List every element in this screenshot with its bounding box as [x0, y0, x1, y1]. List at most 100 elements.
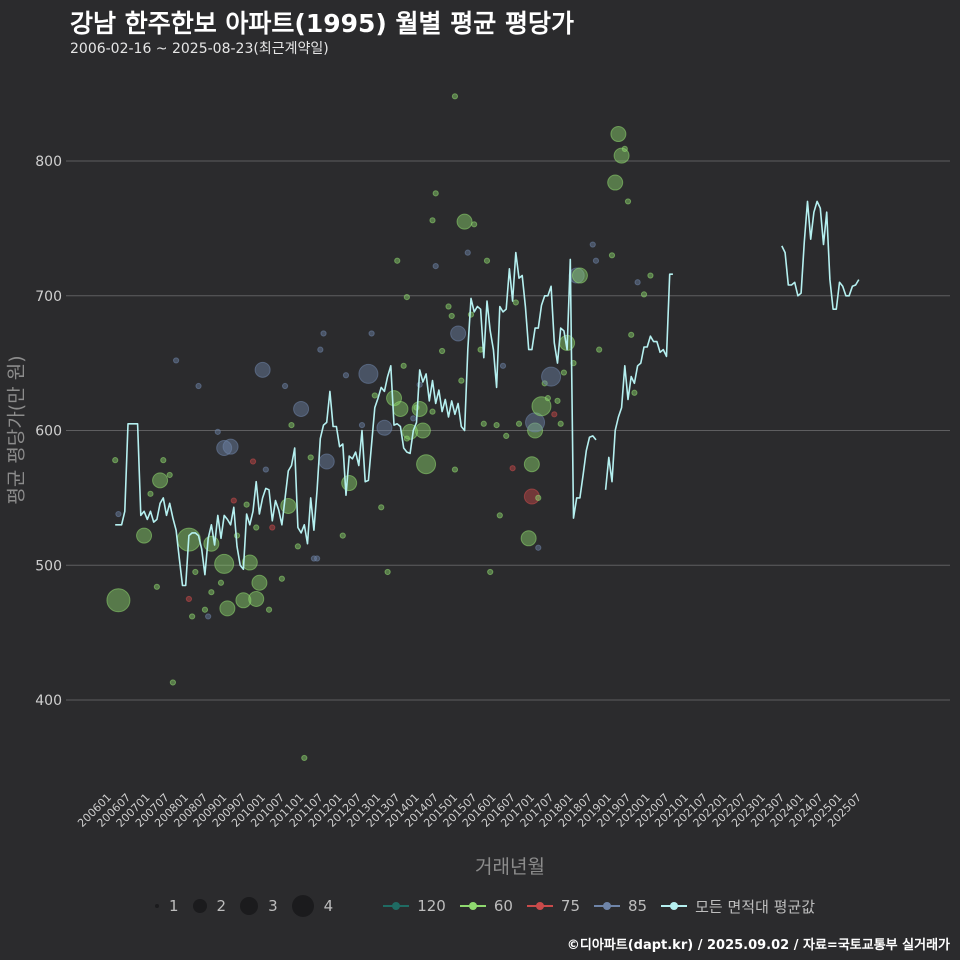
legend-color-label: 120	[417, 897, 446, 915]
data-bubble	[596, 346, 603, 353]
bubble-layer	[106, 93, 654, 762]
data-bubble	[394, 257, 401, 264]
y-tick-labels: 400 500 600 700 800	[35, 154, 62, 709]
data-bubble	[318, 453, 335, 470]
data-bubble	[554, 397, 561, 404]
data-bubble	[493, 422, 500, 429]
data-bubble	[403, 293, 410, 301]
legend-size-label: 3	[268, 897, 278, 915]
data-bubble	[147, 490, 154, 497]
y-tick-label: 700	[35, 289, 62, 305]
data-bubble	[621, 145, 628, 152]
data-bubble	[195, 382, 202, 390]
y-tick-label: 600	[35, 424, 62, 440]
size-2-dot-icon	[192, 899, 207, 913]
data-bubble	[368, 330, 375, 337]
legend-size-label: 2	[216, 897, 227, 915]
data-bubble	[358, 422, 366, 429]
legend-area-75: 75	[526, 897, 580, 915]
data-bubble	[464, 249, 471, 256]
legend-size-1: 1	[155, 897, 179, 915]
data-bubble	[294, 543, 301, 550]
y-tick-label: 800	[35, 154, 62, 170]
data-bubble	[278, 575, 285, 582]
data-bubble	[535, 494, 542, 501]
data-bubble	[248, 590, 265, 607]
data-bubble	[411, 400, 428, 417]
data-bubble	[634, 279, 641, 286]
data-bubble	[288, 422, 295, 429]
legend-color-label: 모든 면적대 평균값	[695, 897, 816, 916]
legend-size-label: 4	[323, 897, 334, 915]
data-bubble	[293, 400, 310, 417]
legend-average: 모든 면적대 평균값	[661, 896, 815, 917]
data-bubble	[243, 501, 250, 508]
data-bubble	[317, 346, 324, 353]
color-key-60-icon	[459, 899, 486, 913]
y-tick-label: 400	[35, 693, 62, 709]
legend-area-60: 60	[459, 897, 513, 915]
data-bubble	[201, 606, 209, 613]
data-bubble	[216, 440, 233, 457]
data-bubble	[269, 524, 276, 531]
legend: 1 2 3 4 120 60 75 85 모든 면적대 평균값	[155, 893, 829, 919]
data-bubble	[169, 679, 176, 686]
data-bubble	[551, 411, 558, 418]
data-bubble	[628, 331, 635, 338]
size-1-dot-icon	[155, 904, 159, 908]
data-bubble	[450, 325, 467, 342]
data-bubble	[541, 366, 562, 387]
data-bubble	[301, 754, 308, 762]
data-bubble	[384, 568, 391, 576]
data-bubble	[249, 458, 257, 465]
average-line	[604, 273, 673, 490]
legend-color-label: 60	[493, 897, 513, 915]
data-bubble	[512, 299, 519, 306]
chart-title: 강남 한주한보 아파트(1995) 월별 평균 평당가	[70, 9, 574, 38]
data-bubble	[230, 497, 237, 504]
source-credit: ©디아파트(dapt.kr) / 2025.09.02 / 자료=국토교통부 실…	[566, 938, 950, 953]
data-bubble	[445, 303, 452, 310]
data-bubble	[152, 472, 169, 489]
grid-lines	[66, 160, 950, 701]
data-bubble	[451, 93, 459, 100]
data-bubble	[112, 457, 119, 464]
data-bubble	[589, 241, 596, 248]
data-bubble	[515, 420, 523, 427]
data-bubble	[458, 377, 465, 384]
data-bubble	[342, 372, 350, 379]
data-bubble	[192, 568, 199, 576]
data-bubble	[281, 382, 289, 390]
data-bubble	[448, 312, 455, 320]
data-bubble	[487, 568, 494, 576]
data-bubble	[166, 471, 173, 479]
data-bubble	[205, 613, 212, 620]
data-bubble	[160, 457, 167, 464]
data-bubble	[592, 257, 600, 264]
data-bubble	[608, 252, 616, 259]
data-bubble	[307, 454, 314, 461]
data-bubble	[432, 190, 439, 197]
data-bubble	[557, 420, 564, 427]
data-bubble	[136, 527, 153, 544]
data-bubble	[456, 213, 473, 230]
data-bubble	[371, 392, 378, 399]
data-bubble	[429, 408, 436, 415]
data-bubble	[376, 419, 393, 436]
data-bubble	[400, 362, 407, 369]
data-bubble	[523, 456, 540, 473]
x-tick-labels: 2006012006072007012007072008012008072009…	[75, 791, 864, 830]
color-key-120-icon	[383, 899, 410, 913]
legend-size-2: 2	[192, 897, 227, 915]
data-bubble	[341, 475, 358, 492]
chart-subtitle: 2006-02-16 ~ 2025-08-23(최근계약일)	[70, 41, 329, 57]
data-bubble	[115, 510, 122, 518]
data-bubble	[320, 330, 327, 337]
color-key-average-icon	[661, 899, 688, 913]
data-bubble	[189, 613, 196, 620]
data-bubble	[531, 396, 552, 417]
data-bubble	[214, 428, 221, 435]
data-bubble	[647, 272, 654, 279]
size-3-dot-icon	[240, 897, 259, 915]
data-bubble	[432, 263, 439, 270]
